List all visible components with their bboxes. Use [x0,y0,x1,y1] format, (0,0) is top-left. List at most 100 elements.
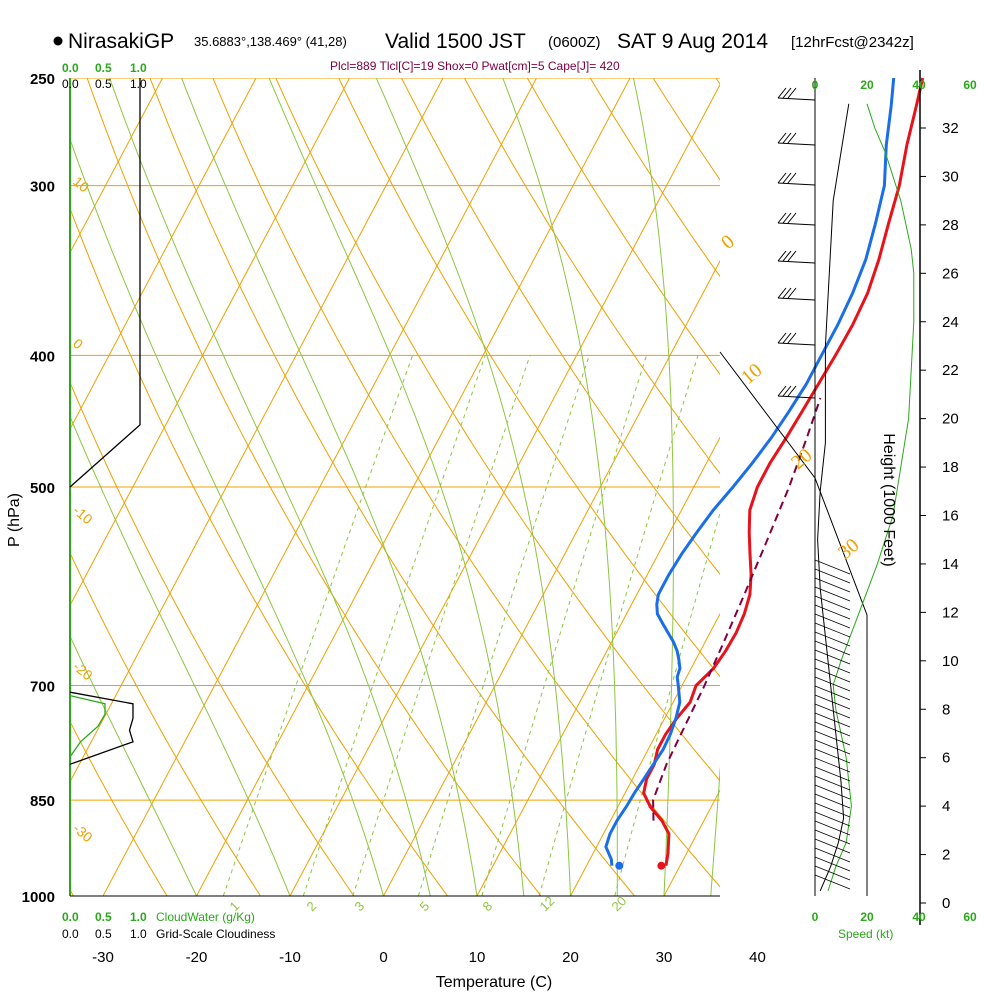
height-tick-label: 8 [942,701,950,718]
dry-adiabat [70,381,355,896]
dry-adiabat-label: 20 [787,444,816,474]
dry-adiabat [149,78,636,896]
wind-barb-lower [814,802,851,818]
speed-scale-bottom: 0 [812,910,819,924]
valid-date: SAT 9 Aug 2014 [617,30,768,53]
cloud-panel: 0.0 0.5 1.0 0.0 0.5 1.0 0.0 0.5 1.0 0.0 0.5 1.0 [62,61,147,941]
cloudiness-scale-top: 0.5 [95,77,112,91]
height-tick-label: 20 [942,411,959,428]
temperature-tick-label: 0 [379,949,387,966]
wind-barb [777,87,816,101]
height-tick-label: 30 [942,168,959,185]
mixing-ratio-label: 2 [304,898,320,914]
cloudiness-lower-line [69,691,134,765]
wind-barb-feather [782,212,792,224]
pressure-tick-label: 250 [30,71,55,88]
height-tick-label: 12 [942,604,959,621]
cloudwater-scale-top: 0.5 [95,61,112,75]
dry-adiabat-label: 10 [737,359,766,389]
indices-line: Plcl=889 Tlcl[C]=19 Shox=0 Pwat[cm]=5 Ca… [330,59,620,73]
moist-adiabat [70,415,291,896]
cloudiness-scale-top: 0.0 [62,77,79,91]
wind-barb-lower [814,649,851,665]
height-tick-label: 0 [942,895,950,912]
dry-adiabat [70,720,168,896]
wind-barb-shaft [777,182,816,186]
wind-barb-lower [814,694,851,710]
wind-panel-boundary [719,351,868,896]
cloudwater-label: CloudWater (g/Kg) [156,910,255,924]
isotherm-label: -10 [70,502,96,527]
cloudiness-label: Grid-Scale Cloudiness [156,927,275,941]
wind-barb-shaft [777,260,816,264]
wind-barb-lower [814,793,851,809]
mixing-ratio-line [222,355,414,896]
dry-adiabat [338,78,720,678]
wind-barb-lower [814,829,851,845]
height-tick-label: 22 [942,362,959,379]
isotherm [70,78,163,254]
dry-adiabat [70,551,262,896]
wind-barb-lower [814,622,851,638]
wind-barb-lower [814,820,851,836]
wind-barb-feather [782,287,792,299]
plot-lines [70,78,1000,896]
isotherm [383,260,720,896]
pressure-tick-label: 1000 [22,889,55,906]
temperature-tick-label: 10 [469,949,486,966]
wind-barb-lower [814,667,851,683]
wind-barb [777,212,816,226]
wind-barb-feather [782,332,792,344]
dry-adiabat [400,78,720,576]
wind-barb-lower [814,865,851,881]
speed-scale-bottom: 60 [963,910,977,924]
wind-barb-lower [814,775,851,791]
station-coords: 35.6883°,138.469° (41,28) [194,34,347,49]
cloudiness-scale-bottom: 0.5 [95,927,112,941]
mixing-ratio-line [538,355,699,896]
wind-barb-feather [777,250,787,262]
wind-barb [777,332,816,346]
isotherm [758,78,1000,896]
wind-panel: 0246810121416182022242628303200202040406… [719,70,977,925]
wind-barb [777,385,816,399]
height-tick-label: 6 [942,750,950,767]
height-tick-label: 32 [942,120,959,137]
cloudwater-scale-bottom: 0.5 [95,910,112,924]
moist-adiabat [109,78,431,896]
mixing-ratio-line [417,355,590,896]
isotherm [570,612,720,896]
dry-adiabat [275,78,720,782]
dry-adiabat-label: 0 [717,231,739,254]
speed-scale-bottom: 40 [912,910,926,924]
forecast-label: [12hrFcst@2342z] [791,34,914,51]
cloudiness-scale-bottom: 0.0 [62,927,79,941]
mixing-ratio-label: 8 [480,898,496,914]
mixing-ratio-label: 5 [417,898,433,914]
wind-barb-feather [777,212,787,224]
speed-scale-bottom: 20 [860,910,874,924]
height-tick-label: 28 [942,217,959,234]
series-temperature [642,77,925,866]
wind-barb-feather [782,250,792,262]
valid-time: Valid 1500 JST [385,30,526,53]
wind-barb-lower [814,847,851,863]
temperature-tick-label: -10 [279,949,301,966]
cloudwater-scale-top: 1.0 [130,61,147,75]
wind-barb-shaft [777,342,816,346]
wind-barb-lower [814,613,851,629]
isotherm [70,78,257,431]
dry-adiabat [463,78,720,475]
height-tick-label: 14 [942,556,959,573]
wind-barb-lower [814,631,851,647]
wind-barb-lower [814,586,851,602]
isotherm-label: 0 [70,335,86,352]
dry-adiabat [526,78,720,376]
series-parcel [652,397,822,821]
wind-barb-lower [814,874,851,890]
wind-barb-feather [787,385,797,397]
mixing-ratio-line [352,355,531,896]
temperature-tick-label: 40 [749,949,766,966]
wind-barb-lower [814,739,851,755]
